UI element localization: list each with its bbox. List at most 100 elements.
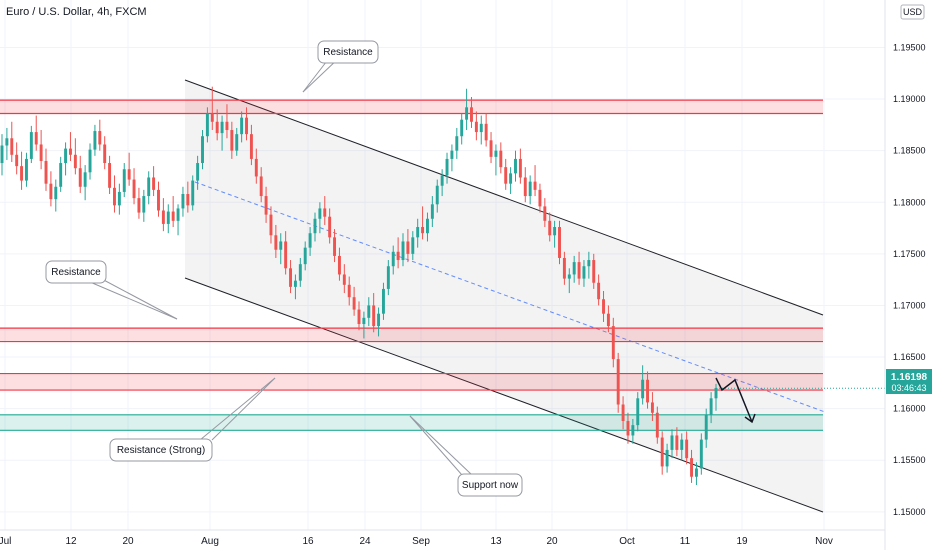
price-axis[interactable]: 1.19500 1.19000 1.18500 1.18000 1.17500 1.170… [884, 0, 926, 550]
callout-pointer-resistance-strong [199, 377, 276, 441]
candle-body [484, 123, 488, 141]
candle [68, 132, 72, 161]
candle-body [15, 154, 19, 167]
projection-arrow [715, 377, 756, 424]
candle-body [59, 163, 63, 187]
candle-body [367, 305, 371, 318]
candle [499, 142, 503, 174]
candle-body [191, 180, 195, 206]
candle-body [269, 214, 273, 236]
currency-button-label: USD [903, 7, 923, 17]
candle [470, 96, 473, 128]
callout-pointer-resistance-mid [89, 281, 178, 320]
candle [259, 167, 263, 203]
candle [235, 127, 239, 156]
candle-body [49, 183, 53, 200]
candle-body [176, 208, 180, 221]
callout-box-resistance-mid[interactable] [45, 260, 107, 284]
callout-box-support[interactable] [457, 473, 523, 497]
candle [538, 183, 542, 213]
candle-body [284, 241, 288, 269]
candle-body [465, 107, 469, 120]
descending-channel [184, 79, 826, 513]
candle [597, 274, 601, 306]
zone-0 [0, 99, 823, 115]
candle-body [201, 136, 204, 164]
candle-body [5, 138, 9, 146]
callout-resistance-mid: Resistance [51, 267, 101, 278]
currency-button-bg [900, 4, 925, 20]
candle [548, 212, 552, 242]
candle-body [225, 121, 229, 131]
candle [650, 392, 654, 422]
candle [425, 212, 429, 242]
time-axis[interactable]: Jul 12 20 Aug 16 24 Sep 13 20 Oct 11 19 Nov [0, 529, 885, 547]
candle [318, 202, 322, 234]
candle-body [34, 132, 38, 145]
candle-body [650, 402, 654, 413]
callout-pointer-resistance-mid-b [99, 277, 178, 320]
candle [582, 260, 586, 287]
candle [401, 233, 405, 267]
candle-body [421, 227, 425, 234]
candle-body [20, 166, 24, 181]
y-tick-label: 1.16500 [893, 352, 926, 362]
candle-body [328, 216, 332, 238]
x-tick-label: 20 [546, 536, 558, 547]
candle-body [308, 233, 312, 248]
callout-box-resistance-strong[interactable] [109, 438, 213, 462]
candle-body [93, 131, 97, 150]
candle [616, 352, 620, 413]
candle [147, 171, 151, 205]
candle [245, 107, 248, 141]
candle-body [83, 172, 87, 187]
candle-body [582, 266, 586, 279]
currency-button[interactable]: USD [900, 4, 925, 20]
candle [567, 268, 571, 294]
candle-body [215, 121, 219, 134]
candle-body [391, 251, 395, 267]
candle [626, 412, 630, 444]
candle-body [445, 158, 449, 176]
candle-body [450, 150, 454, 159]
candle [293, 274, 297, 300]
candle-body [64, 148, 68, 164]
last-price-label: 1.16198 03:46:43 [886, 369, 932, 394]
candle [435, 179, 439, 213]
candle [78, 155, 82, 193]
candle [489, 132, 493, 164]
candle-body [73, 154, 77, 169]
candle [704, 408, 708, 448]
callout-pointer-resistance-strong-b [211, 377, 276, 441]
candle-body [171, 211, 175, 221]
candle-body [186, 193, 190, 206]
candle-body [357, 309, 361, 325]
candle [509, 167, 513, 194]
zone-1 [0, 327, 823, 343]
callout-box-resistance-top[interactable] [317, 40, 379, 64]
candles [0, 86, 885, 485]
candle-body [548, 220, 552, 236]
candle [655, 406, 659, 444]
candle [445, 152, 449, 184]
candle-body [0, 145, 4, 164]
candle-body [660, 437, 664, 467]
candle [357, 301, 361, 331]
candle [269, 206, 273, 244]
candle-body [430, 204, 434, 219]
candle-body [240, 117, 244, 135]
candle-body [694, 468, 698, 477]
candle [587, 251, 591, 279]
candle [215, 109, 219, 141]
x-tick-label: Oct [619, 536, 635, 547]
candle-body [602, 299, 605, 314]
candle [0, 134, 4, 176]
candle-body [665, 449, 669, 467]
symbol-title: Euro / U.S. Dollar, 4h, FXCM [6, 6, 147, 18]
candle-body [249, 134, 253, 159]
candle-body [254, 158, 258, 177]
candle [20, 151, 24, 190]
candle [386, 260, 390, 296]
candle [377, 307, 381, 337]
